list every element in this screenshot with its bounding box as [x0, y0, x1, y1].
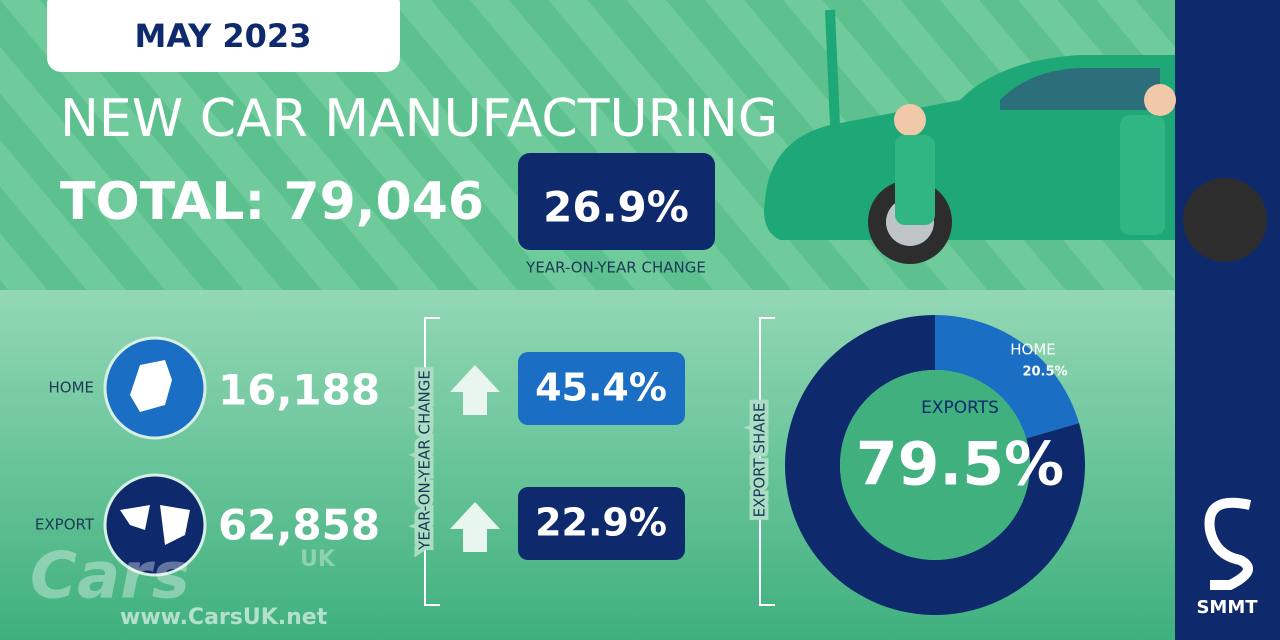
home-change: 45.4% — [535, 366, 667, 410]
car-illustration — [764, 9, 1267, 264]
home-value: 16,188 — [218, 366, 380, 415]
change-box — [518, 153, 715, 250]
chart-title: EXPORT SHARE — [751, 403, 769, 518]
brand-logo — [1204, 497, 1253, 590]
title: NEW CAR MANUFACTURING — [60, 89, 778, 149]
donut-hole — [840, 370, 1030, 560]
change-label: YEAR-ON-YEAR CHANGE — [525, 259, 706, 277]
segment-value: 79.5% — [856, 430, 1064, 500]
segment-label: EXPORTS — [921, 398, 999, 418]
breakdown-change-label: YEAR-ON-YEAR CHANGE — [416, 370, 434, 551]
change: 26.9% — [543, 183, 689, 232]
bracket — [424, 317, 440, 606]
bracket — [759, 317, 775, 606]
date-box — [47, 0, 400, 72]
uk-map — [130, 360, 172, 412]
watermark-url: www.CarsUK.net — [120, 605, 328, 630]
donut-chart: HOME 20.5% EXPORTS 79.5% — [785, 315, 1085, 615]
export-change: 22.9% — [535, 501, 667, 545]
world-map — [120, 505, 190, 545]
segment-value: 20.5% — [1022, 365, 1067, 380]
date: MAY 2023 — [135, 17, 312, 55]
export-change-box — [518, 487, 685, 560]
arrow-up — [450, 365, 500, 415]
home-change-box — [518, 352, 685, 425]
watermark-logo: Cars — [30, 540, 190, 614]
segment-label: HOME — [1010, 341, 1056, 359]
side-bar — [1175, 0, 1280, 640]
export-icon — [103, 473, 207, 577]
export-label: EXPORT — [35, 516, 95, 534]
home-label: HOME — [48, 379, 94, 397]
brand: SMMT — [1196, 597, 1258, 618]
arrow-up — [450, 502, 500, 552]
export-value: 62,858 — [218, 501, 380, 550]
total: TOTAL: 79,046 — [60, 172, 484, 232]
donut-segment — [785, 315, 1085, 615]
donut-segment — [935, 315, 1080, 439]
watermark-sub: UK — [300, 547, 336, 572]
